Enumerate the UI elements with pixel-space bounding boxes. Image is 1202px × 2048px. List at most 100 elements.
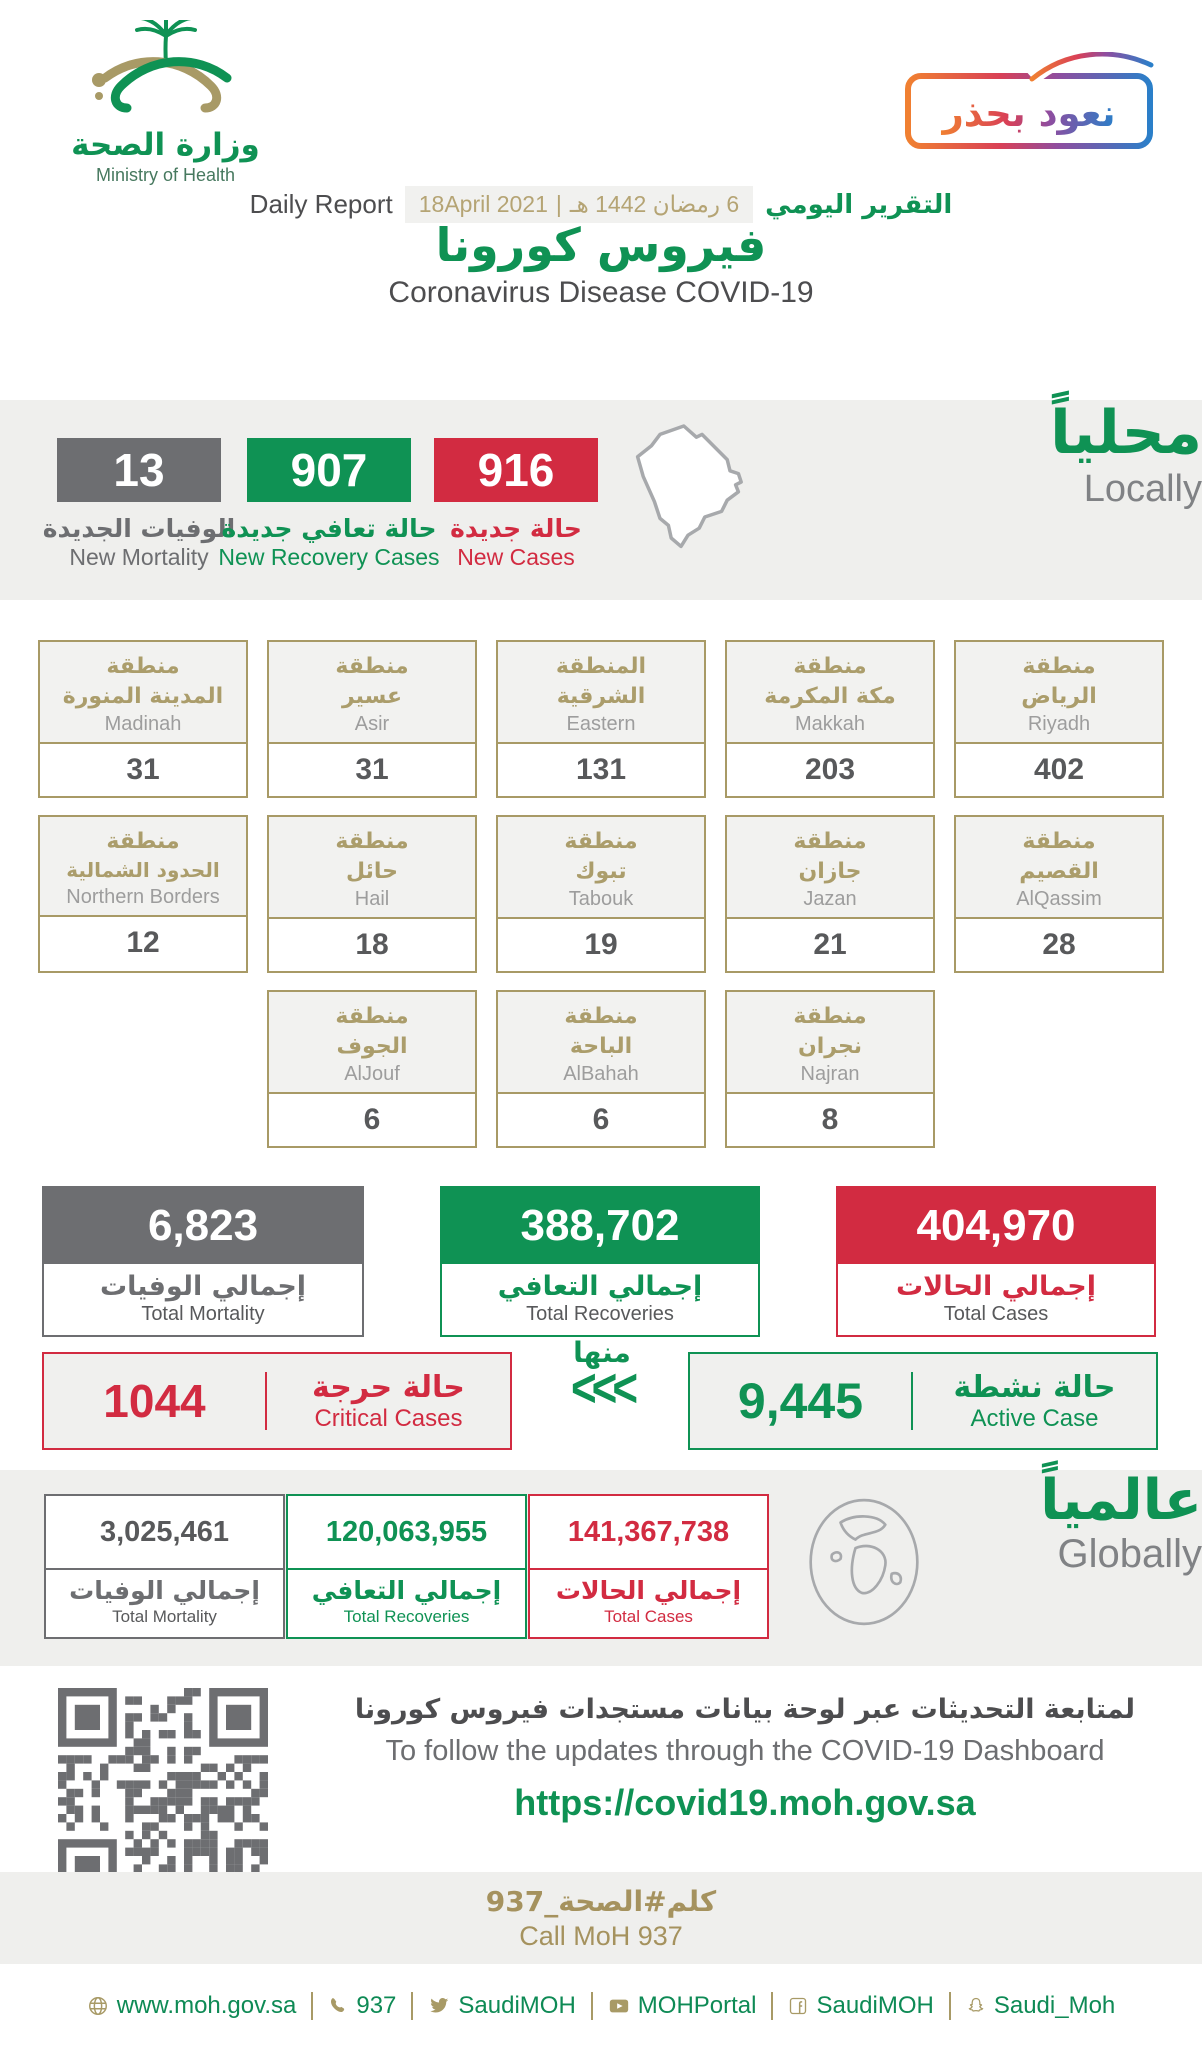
region-ar-line2: الجوف	[336, 1033, 408, 1059]
total-mortality-label-en: Total Mortality	[141, 1303, 265, 1325]
moh-logo: وزارة الصحة Ministry of Health	[48, 14, 283, 186]
dashboard-url-link[interactable]: https://covid19.moh.gov.sa	[514, 1782, 976, 1823]
youtube-icon	[608, 1995, 630, 2017]
total-cases-label-en: Total Cases	[943, 1303, 1049, 1325]
qr-code	[58, 1688, 268, 1898]
footer-youtube-link[interactable]: MOHPortal	[593, 1992, 774, 2020]
phone-icon	[328, 1996, 348, 2016]
globally-title-en: Globally	[1057, 1531, 1202, 1576]
region-value: 6	[498, 1092, 704, 1147]
region-value: 12	[40, 914, 246, 969]
region-value: 18	[269, 917, 475, 972]
new-recovery-value: 907	[247, 438, 411, 502]
region-value: 28	[956, 917, 1162, 972]
region-card-makkah: منطقة مكة المكرمة Makkah 203	[725, 640, 935, 799]
new-mortality-label-en: New Mortality	[69, 544, 209, 570]
global-mortality-card: 3,025,461 إجمالي الوفيات Total Mortality	[44, 1494, 285, 1639]
new-cases-stat: 916 حالة جديدة New Cases	[391, 438, 641, 571]
globe-icon	[87, 1995, 109, 2017]
snapchat-icon	[966, 1996, 986, 2016]
region-ar-line2: نجران	[797, 1033, 863, 1059]
date-gregorian: 18April 2021	[418, 191, 548, 217]
region-ar-line1: منطقة	[1022, 654, 1096, 679]
footer-twitter-text: SaudiMOH	[458, 1992, 576, 2019]
region-value: 21	[727, 917, 933, 972]
region-card-jazan: منطقة جازان Jazan 21	[725, 815, 935, 974]
region-en: Eastern	[566, 713, 636, 736]
footer-snapchat-link[interactable]: Saudi_Moh	[951, 1992, 1130, 2020]
twitter-icon	[428, 1995, 450, 2017]
region-row-3: منطقة الجوف AlJouf 6 منطقة الباحة AlBahah 6 …	[0, 990, 1202, 1149]
locally-title-en: Locally	[1083, 468, 1202, 510]
region-ar-line1: منطقة	[335, 654, 409, 679]
footer-facebook-link[interactable]: SaudiMOH	[773, 1992, 951, 2020]
region-ar-line1: منطقة	[335, 1004, 409, 1029]
new-recovery-label-ar: حالة تعافي جديدة	[221, 514, 437, 543]
footer-youtube-text: MOHPortal	[637, 1992, 757, 2019]
footer-phone-text: 937	[356, 1992, 397, 2019]
return-with-caution-badge: نعود بحذر	[904, 44, 1156, 157]
footer-twitter-link[interactable]: SaudiMOH	[413, 1992, 593, 2020]
dashboard-info: لمتابعة التحديثات عبر لوحة بيانات مستجدا…	[330, 1694, 1160, 1824]
region-value: 8	[727, 1092, 933, 1147]
region-card-asir: منطقة عسير Asir 31	[267, 640, 477, 799]
region-ar-line2: المدينة المنورة	[62, 683, 224, 709]
logo-english-name: Ministry of Health	[95, 165, 236, 185]
footer-phone-link[interactable]: 937	[313, 1992, 414, 2020]
region-card-alqassim: منطقة القصيم AlQassim 28	[954, 815, 1164, 974]
total-recoveries-label-en: Total Recoveries	[526, 1303, 674, 1325]
global-cases-card: 141,367,738 إجمالي الحالات Total Cases	[528, 1494, 769, 1639]
new-mortality-stat: 13 الوفيات الجديدة New Mortality	[14, 438, 264, 571]
badge-text: نعود بحذر	[940, 92, 1115, 135]
report-date-box: 18April 2021 | 6 رمضان 1442 هـ	[404, 186, 754, 223]
dashboard-line-en: To follow the updates through the COVID-…	[385, 1735, 1105, 1767]
total-recoveries-value: 388,702	[442, 1188, 758, 1264]
active-cases-value: 9,445	[737, 1373, 864, 1429]
globally-title-ar: عالمياً	[1040, 1468, 1202, 1533]
call-moh-ar: كلم#الصحة_937	[485, 1884, 717, 1918]
region-ar-line2: الشرقية	[556, 683, 646, 709]
region-en: Northern Borders	[66, 885, 220, 908]
dashboard-line-ar: لمتابعة التحديثات عبر لوحة بيانات مستجدا…	[354, 1694, 1136, 1725]
critical-cases-value: 1044	[103, 1375, 206, 1427]
region-ar-line2: الرياض	[1021, 683, 1097, 709]
active-cases-card: 9,445 حالة نشطة Active Case	[688, 1352, 1158, 1450]
region-row-1: منطقة المدينة المنورة Madinah 31 منطقة عسير…	[0, 640, 1202, 799]
region-en: AlJouf	[344, 1063, 400, 1086]
region-value: 19	[498, 917, 704, 972]
region-card-eastern: المنطقة الشرقية Eastern 131	[496, 640, 706, 799]
footer-snapchat-text: Saudi_Moh	[993, 1992, 1116, 2019]
logo-arabic-name: وزارة الصحة	[71, 127, 260, 163]
date-separator: |	[555, 191, 562, 217]
new-recovery-stat: 907 حالة تعافي جديدة New Recovery Cases	[204, 438, 454, 571]
footer-website-link[interactable]: www.moh.gov.sa	[72, 1992, 314, 2020]
global-recoveries-card: 120,063,955 إجمالي التعافي Total Recover…	[286, 1494, 527, 1639]
region-card-hail: منطقة حائل Hail 18	[267, 815, 477, 974]
region-ar-line1: منطقة	[106, 829, 180, 854]
region-value: 402	[956, 742, 1162, 797]
region-ar-line2: القصيم	[1019, 858, 1099, 884]
locally-heading: محلياً Locally	[0, 400, 1202, 511]
footer-links: www.moh.gov.sa 937 SaudiMOH MOHPortal Sa…	[0, 1964, 1202, 2048]
region-ar-line2: الحدود الشمالية	[66, 857, 220, 882]
total-recoveries-card: 388,702 إجمالي التعافي Total Recoveries	[440, 1186, 760, 1337]
region-card-tabouk: منطقة تبوك Tabouk 19	[496, 815, 706, 974]
locally-title-ar: محلياً	[1050, 398, 1202, 468]
total-mortality-label-ar: إجمالي الوفيات	[99, 1271, 307, 1302]
region-ar-line1: المنطقة	[555, 654, 647, 679]
region-value: 131	[498, 742, 704, 797]
region-ar-line1: منطقة	[793, 829, 867, 854]
report-title-row: Daily Report 18April 2021 | 6 رمضان 1442…	[0, 186, 1202, 223]
local-stats-band: 13 الوفيات الجديدة New Mortality 907 حال…	[0, 400, 1202, 600]
new-mortality-value: 13	[57, 438, 221, 502]
region-card-albahah: منطقة الباحة AlBahah 6	[496, 990, 706, 1149]
region-value: 203	[727, 742, 933, 797]
date-hijri: 6 رمضان 1442 هـ	[569, 191, 740, 217]
region-card-riyadh: منطقة الرياض Riyadh 402	[954, 640, 1164, 799]
region-ar-line1: منطقة	[335, 829, 409, 854]
region-en: AlQassim	[1016, 888, 1102, 911]
critical-cases-label-en: Critical Cases	[314, 1404, 463, 1432]
new-cases-label-ar: حالة جديدة	[450, 514, 582, 543]
of-which-indicator: منها <<<	[542, 1336, 662, 1416]
region-ar-line1: منطقة	[793, 654, 867, 679]
